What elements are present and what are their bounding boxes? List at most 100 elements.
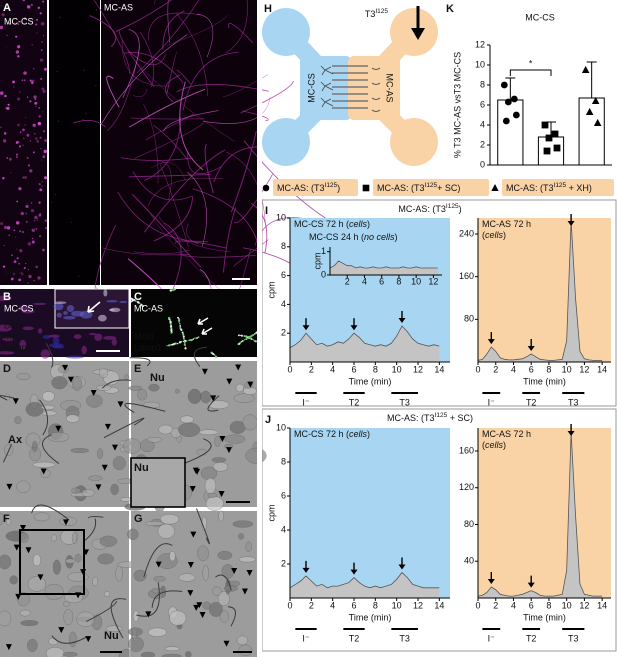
texture: [45, 647, 65, 657]
texture: [196, 448, 207, 456]
arrowhead: [219, 436, 226, 443]
y-tick-label: 4: [281, 299, 286, 309]
text-part: MC-AS: (T3: [398, 204, 446, 214]
data-point: [591, 96, 600, 105]
x-tick-label: 6: [529, 600, 534, 610]
texture: [26, 96, 29, 98]
texture: [252, 333, 255, 336]
texture: [17, 591, 30, 607]
x-tick-label: 2: [493, 364, 498, 374]
plot-title: MC-AS 72 h: [482, 219, 531, 229]
texture: [185, 651, 192, 657]
arrowhead: [13, 544, 20, 551]
texture: [56, 71, 58, 73]
x-tick-label: 10: [392, 600, 402, 610]
text-part: MC-AS 72 h: [482, 219, 531, 229]
texture: [228, 22, 254, 44]
texture: [129, 357, 151, 367]
peak-arrowhead: [398, 318, 406, 323]
image-label: Dapi: [4, 320, 23, 330]
texture: [8, 157, 12, 161]
texture: [159, 164, 189, 247]
texture: [38, 201, 41, 204]
text-part: I125: [435, 412, 448, 419]
texture: [45, 342, 54, 368]
texture-clip: [257, 285, 262, 657]
texture: [86, 600, 118, 622]
texture: [183, 340, 186, 343]
texture: [26, 202, 28, 204]
arrowhead: [62, 519, 69, 526]
data-point: [504, 98, 512, 106]
area-fill: [290, 572, 440, 598]
arrowhead: [6, 483, 13, 490]
texture: [115, 565, 123, 582]
texture: [183, 339, 185, 341]
texture: [65, 558, 76, 564]
texture: [5, 107, 7, 109]
texture: [10, 172, 12, 174]
trace-line: [289, 571, 440, 589]
bar: [497, 99, 524, 166]
arrowhead: [155, 561, 162, 568]
text-part: cells: [349, 429, 368, 439]
texture: [44, 219, 47, 222]
texture: [198, 429, 219, 436]
texture: [40, 77, 43, 81]
area-fill: [478, 432, 603, 598]
y-tick-label: 160: [459, 445, 474, 455]
image-label: Mct8: [134, 331, 154, 341]
arrowhead: [187, 590, 194, 597]
panel-title: MC-AS: (T3I125 + SC): [387, 412, 473, 424]
texture: [8, 22, 11, 25]
x-tick-label: 12: [428, 276, 438, 286]
image-label: Lamp1: [134, 342, 162, 352]
text-part: MC-AS: (T3: [387, 413, 435, 423]
texture: [137, 388, 148, 401]
x-tick-label: 0: [475, 364, 480, 374]
texture: [202, 601, 211, 610]
texture: [20, 211, 24, 216]
texture: [10, 277, 14, 281]
legend-label: MC-AS: (T3I125+ SC): [377, 182, 460, 194]
text-part: MC-CS 72 h (: [294, 219, 349, 229]
texture: [16, 480, 31, 494]
inset-frame: [130, 457, 186, 508]
texture: [118, 30, 155, 87]
texture: [32, 123, 36, 127]
trace-line: [477, 432, 603, 597]
texture: [235, 383, 244, 393]
legend-label: MC-AS: (T3I125 + XH): [506, 182, 592, 194]
texture: [97, 448, 104, 460]
texture: [31, 228, 36, 233]
texture: [53, 302, 64, 311]
texture: [8, 234, 10, 236]
texture: [179, 253, 257, 258]
fraction-label: T2: [349, 633, 360, 643]
texture: [93, 0, 130, 74]
texture: [6, 106, 10, 110]
texture: [25, 116, 27, 118]
texture: [97, 553, 114, 565]
plot-title: MC-CS 72 h (cells): [294, 219, 370, 229]
peak-arrowhead: [567, 431, 575, 436]
panel-title: MC-AS: (T3I125): [398, 203, 461, 215]
texture: [42, 248, 45, 252]
texture: [42, 391, 55, 402]
device-diagram: [262, 6, 438, 166]
texture: [166, 344, 168, 347]
micrograph: [49, 0, 100, 285]
texture: [17, 23, 19, 25]
fraction-label: I⁻: [302, 397, 310, 407]
texture: [95, 85, 97, 87]
y-axis-label: % T3 MC-AS vsT3 MC-CS: [452, 52, 462, 158]
peak-arrowhead: [487, 578, 495, 584]
texture: [177, 318, 181, 322]
texture: [124, 374, 129, 380]
texture: [15, 221, 20, 225]
texture: [243, 335, 246, 337]
y-tick-label: 6: [281, 490, 286, 500]
texture: [249, 337, 251, 340]
texture: [182, 335, 185, 338]
